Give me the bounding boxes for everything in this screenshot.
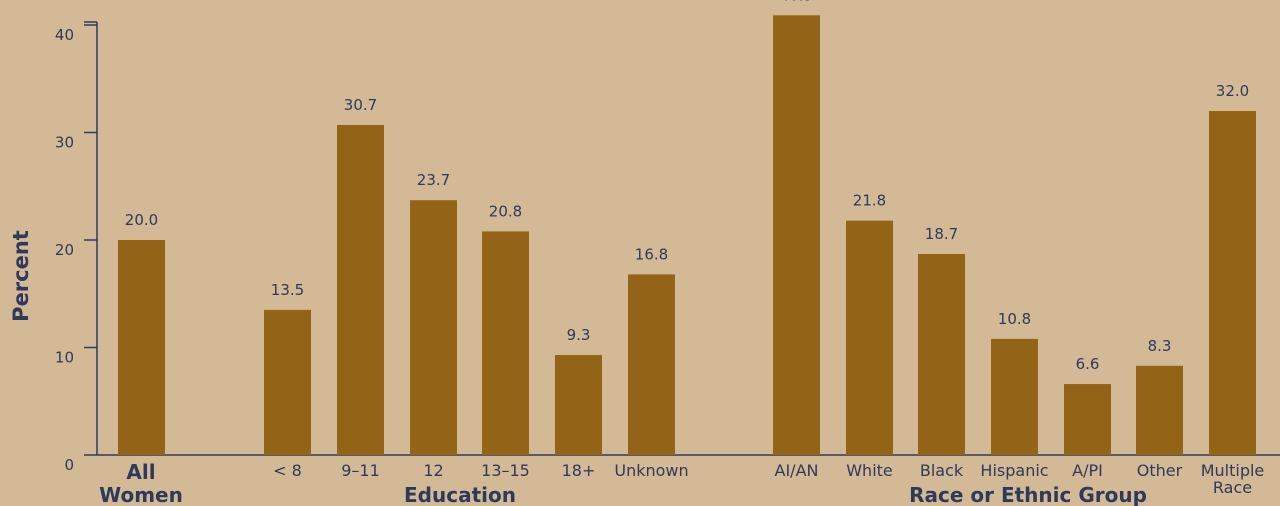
y-tick-label: 0 [64, 456, 74, 474]
bar [628, 274, 675, 455]
category-label: 9–11 [341, 461, 380, 480]
data-label: 16.8 [635, 245, 668, 263]
data-label: 32.0 [1216, 82, 1249, 100]
category-label: 13–15 [481, 461, 530, 480]
group-label: Education [404, 483, 516, 506]
bar [264, 309, 311, 455]
bar [482, 231, 529, 455]
group-label: All [126, 460, 155, 484]
data-label: 9.3 [567, 326, 591, 344]
group-label: Race or Ethnic Group [909, 483, 1147, 506]
category-label: Unknown [614, 461, 688, 480]
data-label: 10.8 [998, 310, 1031, 328]
category-label: White [846, 461, 893, 480]
data-label: 20.0 [125, 211, 158, 229]
data-label: 30.7 [344, 96, 377, 114]
y-tick-label: 40 [55, 26, 74, 44]
bar [773, 15, 820, 455]
category-label: 18+ [562, 461, 596, 480]
y-tick-label: 30 [55, 134, 74, 152]
data-label: 13.5 [271, 281, 304, 299]
bar [1136, 365, 1183, 455]
data-label: 23.7 [417, 171, 450, 189]
bar [991, 338, 1038, 455]
y-tick-label: 20 [55, 241, 74, 259]
y-tick-label: 10 [55, 349, 74, 367]
category-label: < 8 [273, 461, 302, 480]
bar [846, 220, 893, 455]
category-label: Hispanic [980, 461, 1048, 480]
data-label: 18.7 [925, 225, 958, 243]
group-label: Women [99, 483, 183, 506]
category-label: Black [920, 461, 964, 480]
category-label: 12 [423, 461, 443, 480]
data-label: 40.9 [780, 0, 813, 4]
data-label: 6.6 [1076, 355, 1100, 373]
bar [1209, 111, 1256, 455]
data-label: 8.3 [1148, 337, 1172, 355]
bar [410, 200, 457, 455]
bar [555, 355, 602, 455]
bar [1064, 384, 1111, 455]
y-axis-title: Percent [9, 230, 33, 322]
data-label: 21.8 [853, 192, 886, 210]
data-label: 20.8 [489, 202, 522, 220]
category-label: Other [1137, 461, 1183, 480]
bar [918, 253, 965, 455]
category-label: Multiple Race [1201, 461, 1265, 497]
bar [337, 124, 384, 455]
bars [118, 15, 1256, 455]
labels: 20.0 13.5 < 8 30.7 9–11 23.7 12 20.8 13–15 9.3 18+… [99, 0, 1264, 506]
category-label: AI/AN [775, 461, 819, 480]
category-label: A/PI [1072, 461, 1103, 480]
bar [118, 240, 165, 455]
